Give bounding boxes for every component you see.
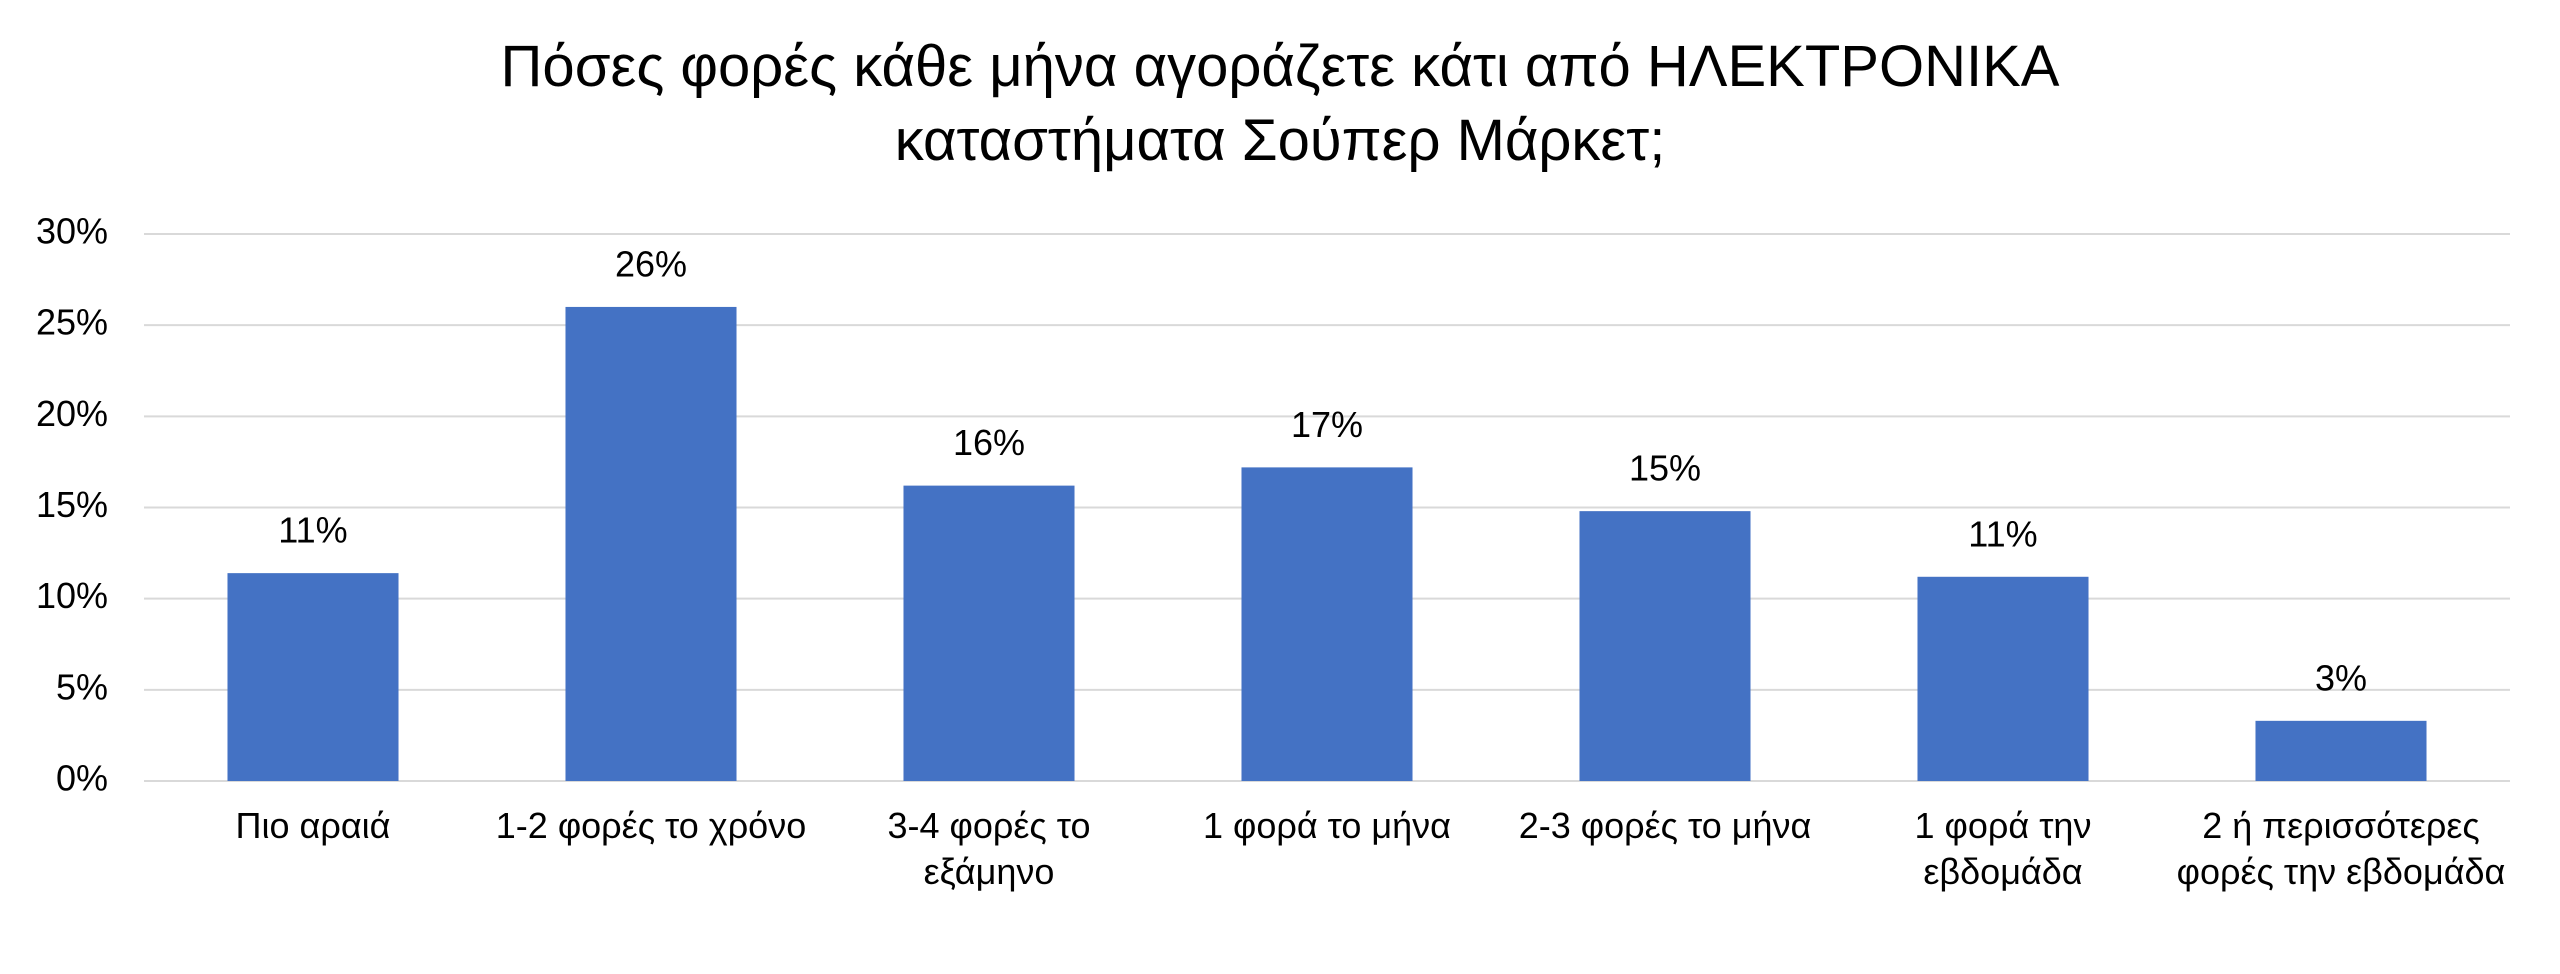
bar	[1241, 467, 1413, 781]
data-label: 3%	[2315, 657, 2367, 698]
y-tick-label: 5%	[56, 666, 108, 707]
data-label: 15%	[1629, 448, 1701, 489]
x-tick-label: 3-4 φορές το εξάμηνο	[887, 805, 1091, 892]
bar	[1579, 511, 1751, 781]
y-tick-label: 10%	[36, 575, 108, 616]
x-tick-label: 2-3 φορές το μήνα	[1518, 805, 1812, 846]
bar	[565, 306, 737, 781]
y-tick-label: 20%	[36, 393, 108, 434]
y-tick-label: 30%	[36, 211, 108, 252]
x-tick-label: 1 φορά το μήνα	[1203, 805, 1451, 846]
y-tick-label: 0%	[56, 758, 108, 799]
data-label: 11%	[1968, 513, 2037, 554]
data-label: 16%	[953, 422, 1025, 463]
x-tick-label: 2 ή περισσότερες φορές την εβδομάδα	[2176, 805, 2506, 892]
x-tick-label: Πιο αραιά	[235, 805, 391, 846]
bar	[903, 485, 1075, 781]
bar	[2255, 720, 2427, 781]
chart-title: Πόσες φορές κάθε μήνα αγοράζετε κάτι από…	[500, 34, 2060, 173]
x-tick-label: 1-2 φορές το χρόνο	[495, 805, 807, 846]
y-tick-label: 25%	[36, 302, 108, 343]
y-tick-label: 15%	[36, 484, 108, 525]
x-tick-label: 1 φορά την εβδομάδα	[1914, 805, 2092, 892]
bar	[227, 573, 399, 781]
data-label: 26%	[615, 243, 687, 284]
data-label: 11%	[278, 510, 347, 551]
data-label: 17%	[1291, 404, 1363, 445]
bar	[1917, 576, 2089, 781]
